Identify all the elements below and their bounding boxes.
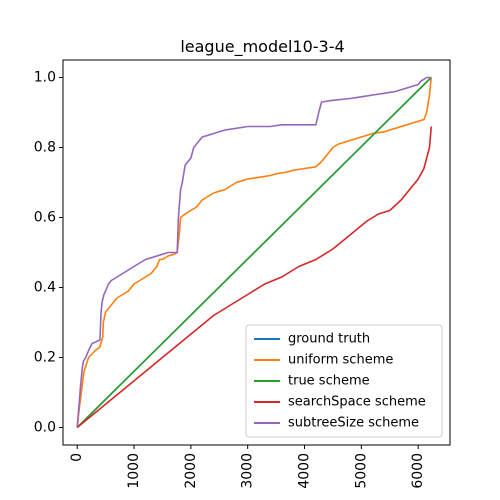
series-layer xyxy=(76,76,432,429)
y-tick-label: 0.0 xyxy=(34,420,56,436)
y-axis: 0.0 0.2 0.4 0.6 0.8 1.0 xyxy=(34,70,63,436)
x-tick-label: 5000 xyxy=(353,453,369,489)
y-tick-label: 1.0 xyxy=(34,70,56,86)
y-tick-label: 0.6 xyxy=(34,210,56,226)
chart-title: league_model10-3-4 xyxy=(180,37,344,57)
legend-label: true scheme xyxy=(288,374,370,389)
legend-label: subtreeSize scheme xyxy=(288,416,419,431)
x-tick-label: 0 xyxy=(69,453,85,462)
legend-label: uniform scheme xyxy=(288,353,393,368)
y-tick-label: 0.4 xyxy=(34,280,56,296)
series-line-searchspace-scheme xyxy=(76,126,432,429)
x-tick-label: 4000 xyxy=(297,453,313,489)
x-tick-label: 6000 xyxy=(410,453,426,489)
x-tick-label: 1000 xyxy=(126,453,142,489)
legend: ground truth uniform scheme true scheme sea… xyxy=(245,324,443,438)
x-tick-label: 2000 xyxy=(183,453,199,489)
x-axis: 0 1000 2000 3000 4000 5000 6000 xyxy=(69,445,426,489)
y-tick-label: 0.2 xyxy=(34,350,56,366)
legend-box xyxy=(245,324,443,438)
legend-label: searchSpace scheme xyxy=(288,395,426,410)
series-line-true-scheme xyxy=(76,76,432,429)
legend-label: ground truth xyxy=(288,332,370,347)
x-tick-label: 3000 xyxy=(240,453,256,489)
series-line-subtreesize-scheme xyxy=(76,76,432,428)
y-tick-label: 0.8 xyxy=(34,140,56,156)
series-line-uniform-scheme xyxy=(76,77,432,428)
plot-area-frame xyxy=(62,59,451,446)
